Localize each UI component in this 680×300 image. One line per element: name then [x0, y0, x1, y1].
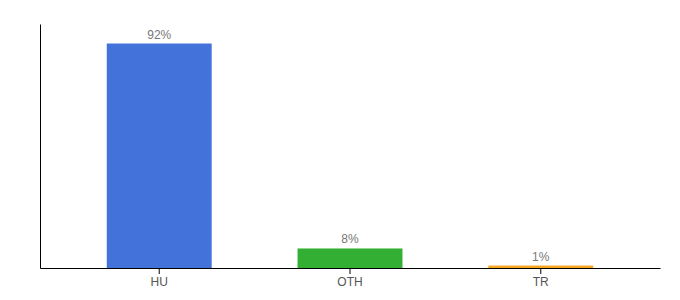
x-tick: OTH [337, 268, 362, 289]
x-axis: HU OTH TR [41, 268, 661, 289]
x-tick-label: OTH [337, 275, 362, 289]
bars [107, 44, 593, 268]
x-tick-label: HU [151, 275, 168, 289]
x-tick: HU [151, 268, 168, 289]
data-label: 8% [341, 232, 359, 246]
data-labels: 92% 8% 1% [147, 28, 550, 264]
data-label: 1% [532, 250, 550, 264]
x-tick: TR [533, 268, 549, 289]
x-tick-mark [159, 268, 160, 274]
y-axis [40, 25, 41, 269]
plot-area: HU OTH TR 92% 8% 1% [41, 25, 661, 289]
x-tick-mark [350, 268, 351, 274]
x-tick-mark [540, 268, 541, 274]
bar [488, 266, 593, 268]
chart-svg: HU OTH TR 92% 8% 1% [0, 0, 680, 300]
bar [298, 248, 403, 268]
y-axis-line [40, 25, 41, 269]
bar [107, 44, 212, 268]
data-label: 92% [147, 28, 171, 42]
x-tick-label: TR [533, 275, 549, 289]
